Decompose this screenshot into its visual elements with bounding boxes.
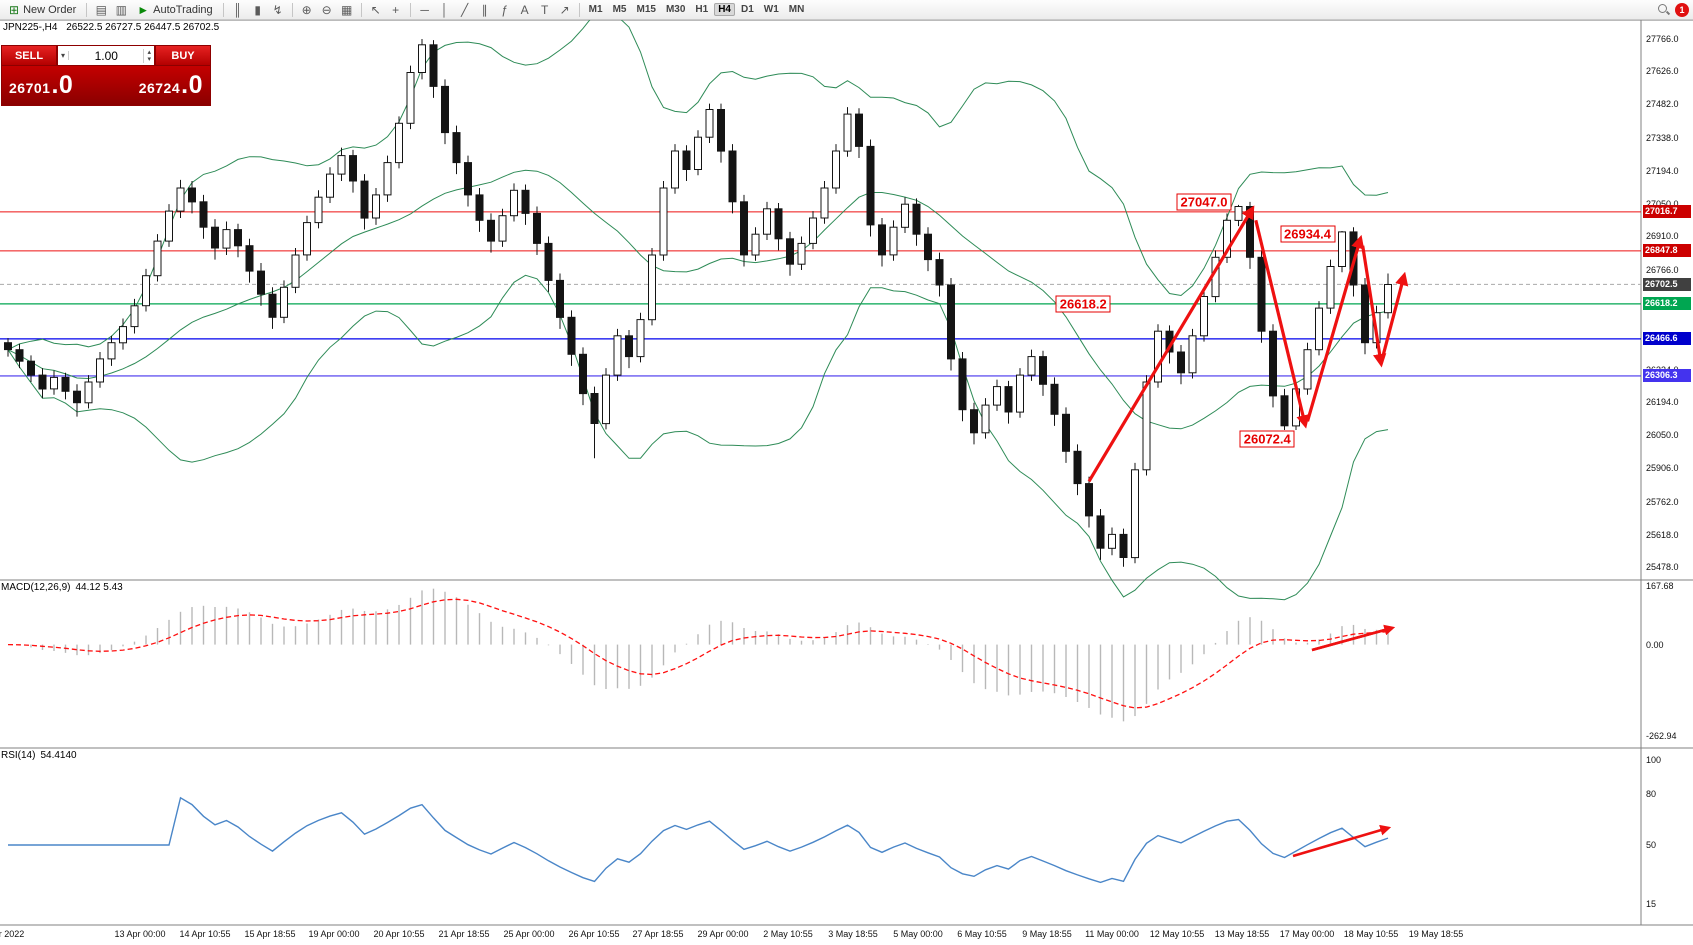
macd-values: 44.12 5.43 xyxy=(75,582,123,593)
candlestick-chart-icon[interactable]: ▮ xyxy=(254,2,261,17)
toolbar-separator xyxy=(409,2,411,17)
macd-indicator-label: MACD(12,26,9) 44.12 5.43 xyxy=(1,582,128,593)
ohlc-values: 26522.5 26727.5 26447.5 26702.5 xyxy=(66,22,220,33)
trade-panel-row-prices: 26701.0 26724.0 xyxy=(1,66,211,106)
tile-windows-icon[interactable]: ▦ xyxy=(341,2,353,17)
toolbar-separator xyxy=(360,2,362,17)
trade-panel-row-top: SELL ▾ ▴ ▾ BUY xyxy=(1,45,211,66)
fibonacci-icon[interactable]: ƒ xyxy=(501,2,509,17)
new-order-button-label: New Order xyxy=(23,3,77,16)
buy-price-small: 26724 xyxy=(138,80,181,96)
timeframe-h1[interactable]: H1 xyxy=(695,4,709,15)
volume-up-icon[interactable]: ▴ xyxy=(147,48,151,56)
symbol-info: JPN225-,H4 26522.5 26727.5 26447.5 26702… xyxy=(3,22,219,33)
timeframe-d1[interactable]: D1 xyxy=(740,4,754,15)
volume-stepper: ▾ ▴ ▾ xyxy=(57,45,155,66)
sell-button[interactable]: SELL xyxy=(1,45,57,66)
volume-input[interactable] xyxy=(69,48,144,63)
toolbar-separator xyxy=(578,2,580,17)
timeframe-m1[interactable]: M1 xyxy=(588,4,603,15)
search-icon[interactable] xyxy=(1657,3,1670,16)
new-order-icon: ⊞ xyxy=(9,2,20,17)
toolbar: ⊞ New Order ▤ ▥ ► AutoTrading ║ ▮ ↯ ⊕ ⊖ ▦ ↖ + ─ │ ╱ ∥ ƒ A T ↗… xyxy=(0,0,1693,20)
rsi-value: 54.4140 xyxy=(40,750,77,761)
rsi-name: RSI(14) xyxy=(1,750,36,761)
timeframe-h4[interactable]: H4 xyxy=(714,3,735,16)
autotrading-icon: ► xyxy=(137,2,150,17)
autotrading-button[interactable]: ► AutoTrading xyxy=(132,3,217,17)
crosshair-icon[interactable]: + xyxy=(392,2,400,17)
autotrading-button-label: AutoTrading xyxy=(153,3,213,16)
text-label-icon[interactable]: T xyxy=(541,2,549,17)
vertical-line-icon[interactable]: │ xyxy=(440,2,449,17)
arrow-object-icon[interactable]: ↗ xyxy=(559,2,570,17)
symbol-period-label: JPN225-,H4 xyxy=(3,22,58,33)
notification-badge[interactable]: 1 xyxy=(1675,2,1689,17)
equidistant-channel-icon[interactable]: ∥ xyxy=(481,2,488,17)
text-icon[interactable]: A xyxy=(520,2,529,17)
trendline-icon[interactable]: ╱ xyxy=(461,2,469,17)
one-click-trading-panel: SELL ▾ ▴ ▾ BUY 26701.0 26724.0 xyxy=(1,45,211,106)
sell-price-big: .0 xyxy=(51,71,74,99)
toolbar-separator xyxy=(291,2,293,17)
toolbar-separator xyxy=(86,2,88,17)
sell-price: 26701.0 xyxy=(9,73,73,98)
sell-price-small: 26701 xyxy=(9,80,51,96)
volume-down-icon[interactable]: ▾ xyxy=(147,55,151,63)
zoom-in-icon[interactable]: ⊕ xyxy=(301,2,312,17)
toolbar-left-groups: ⊞ New Order ▤ ▥ ► AutoTrading ║ ▮ ↯ ⊕ ⊖ ▦ ↖ + ─ │ ╱ ∥ ƒ A T ↗… xyxy=(4,2,1657,18)
new-order-button[interactable]: ⊞ New Order xyxy=(4,3,81,17)
toolbar-separator xyxy=(222,2,224,17)
toolbar-right-group: 1 xyxy=(1657,2,1689,17)
line-chart-icon[interactable]: ↯ xyxy=(272,2,283,17)
buy-price-big: .0 xyxy=(181,71,203,99)
cursor-icon[interactable]: ↖ xyxy=(370,2,381,17)
bar-chart-icon[interactable]: ║ xyxy=(233,2,242,17)
timeframe-w1[interactable]: W1 xyxy=(763,4,779,15)
buy-button[interactable]: BUY xyxy=(155,45,211,66)
timeframe-m15[interactable]: M15 xyxy=(636,4,656,15)
timeframe-m5[interactable]: M5 xyxy=(612,4,627,15)
profiles-icon[interactable]: ▥ xyxy=(115,2,127,17)
charts-grid-icon[interactable]: ▤ xyxy=(95,2,107,17)
rsi-indicator-label: RSI(14) 54.4140 xyxy=(1,750,82,761)
buy-price: 26724.0 xyxy=(139,73,203,98)
horizontal-line-icon[interactable]: ─ xyxy=(420,2,429,17)
zoom-out-icon[interactable]: ⊖ xyxy=(321,2,332,17)
volume-spinners: ▴ ▾ xyxy=(143,48,154,63)
timeframe-mn[interactable]: MN xyxy=(788,4,805,15)
volume-dropdown-caret-icon[interactable]: ▾ xyxy=(58,51,70,60)
macd-name: MACD(12,26,9) xyxy=(1,582,71,593)
timeframe-m30[interactable]: M30 xyxy=(665,4,686,15)
